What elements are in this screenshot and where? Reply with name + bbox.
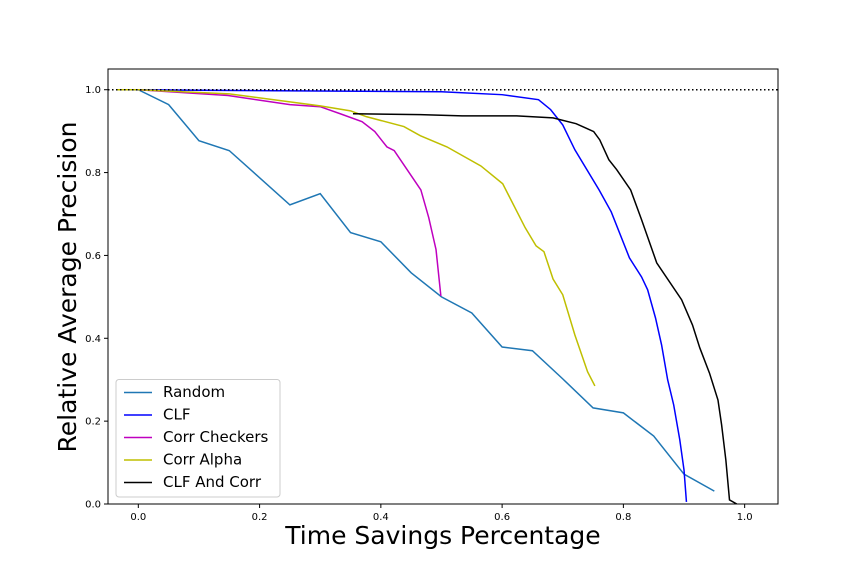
series-line — [352, 112, 738, 504]
y-tick-label: 1.0 — [85, 85, 101, 96]
series-line — [117, 88, 442, 297]
legend-label: Corr Alpha — [163, 451, 242, 469]
x-tick-label: 0.8 — [615, 512, 631, 523]
y-tick-label: 0.4 — [85, 334, 101, 345]
series-line — [117, 88, 596, 387]
series-line — [117, 88, 715, 492]
y-tick-label: 0.0 — [85, 500, 101, 511]
x-axis-label: Time Savings Percentage — [284, 521, 600, 550]
y-tick-label: 0.8 — [85, 168, 101, 179]
x-tick-label: 1.0 — [737, 512, 753, 523]
series-line — [117, 88, 688, 502]
legend-box — [115, 379, 281, 498]
legend-label: CLF And Corr — [163, 473, 262, 491]
x-tick-label: 0.0 — [130, 512, 146, 523]
x-tick-label: 0.2 — [252, 512, 268, 523]
legend-label: Random — [163, 383, 225, 401]
legend-label: Corr Checkers — [163, 428, 268, 446]
plot-frame — [107, 68, 779, 505]
x-tick-label: 0.6 — [494, 512, 510, 523]
y-axis-label: Relative Average Precision — [53, 122, 82, 453]
y-tick-label: 0.6 — [85, 251, 101, 262]
legend-label: CLF — [163, 406, 190, 424]
y-tick-label: 0.2 — [85, 417, 101, 428]
x-tick-label: 0.4 — [373, 512, 389, 523]
